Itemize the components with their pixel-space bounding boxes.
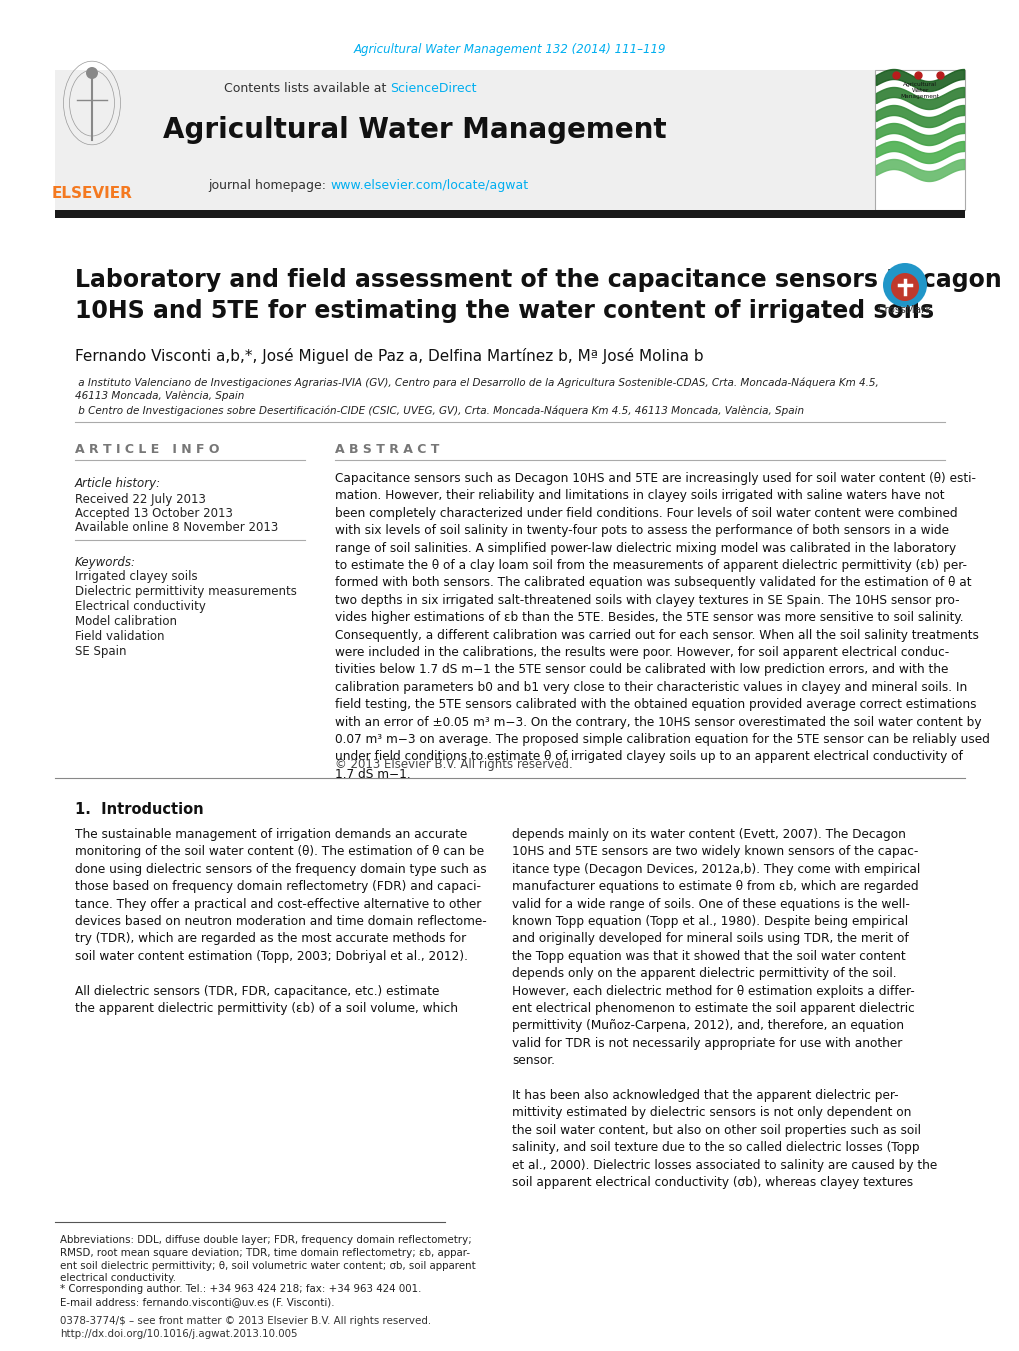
- Text: depends mainly on its water content (Evett, 2007). The Decagon
10HS and 5TE sens: depends mainly on its water content (Eve…: [512, 828, 936, 1189]
- Text: Fernando Visconti a,b,*, José Miguel de Paz a, Delfina Martínez b, Mª José Molin: Fernando Visconti a,b,*, José Miguel de …: [75, 349, 703, 363]
- Text: Agricultural Water Management 132 (2014) 111–119: Agricultural Water Management 132 (2014)…: [354, 43, 665, 57]
- Text: Abbreviations: DDL, diffuse double layer; FDR, frequency domain reflectometry;
R: Abbreviations: DDL, diffuse double layer…: [60, 1235, 475, 1283]
- Text: journal homepage:: journal homepage:: [208, 178, 330, 192]
- Text: © 2013 Elsevier B.V. All rights reserved.: © 2013 Elsevier B.V. All rights reserved…: [334, 758, 573, 771]
- Text: Article history:: Article history:: [75, 477, 161, 490]
- Bar: [55, 70, 190, 209]
- Text: Agricultural Water Management: Agricultural Water Management: [163, 116, 666, 145]
- Text: Model calibration: Model calibration: [75, 615, 177, 628]
- Text: 0378-3774/$ – see front matter © 2013 Elsevier B.V. All rights reserved.
http://: 0378-3774/$ – see front matter © 2013 El…: [60, 1316, 431, 1339]
- Text: Dielectric permittivity measurements: Dielectric permittivity measurements: [75, 585, 297, 598]
- Text: CrossMark: CrossMark: [876, 305, 931, 315]
- Bar: [874, 70, 964, 209]
- Text: Field validation: Field validation: [75, 630, 164, 643]
- Text: SE Spain: SE Spain: [75, 644, 126, 658]
- Text: A B S T R A C T: A B S T R A C T: [334, 443, 439, 457]
- Text: Contents lists available at: Contents lists available at: [223, 81, 389, 95]
- Text: Electrical conductivity: Electrical conductivity: [75, 600, 206, 613]
- Text: Available online 8 November 2013: Available online 8 November 2013: [75, 521, 278, 534]
- Text: www.elsevier.com/locate/agwat: www.elsevier.com/locate/agwat: [330, 178, 528, 192]
- Text: The sustainable management of irrigation demands an accurate
monitoring of the s: The sustainable management of irrigation…: [75, 828, 486, 1015]
- Text: a Instituto Valenciano de Investigaciones Agrarias-IVIA (GV), Centro para el Des: a Instituto Valenciano de Investigacione…: [75, 377, 878, 401]
- Bar: [55, 70, 964, 209]
- Ellipse shape: [86, 68, 98, 78]
- Text: Accepted 13 October 2013: Accepted 13 October 2013: [75, 507, 232, 520]
- Text: Received 22 July 2013: Received 22 July 2013: [75, 493, 206, 507]
- Text: ScienceDirect: ScienceDirect: [389, 81, 476, 95]
- Circle shape: [891, 273, 918, 301]
- Text: * Corresponding author. Tel.: +34 963 424 218; fax: +34 963 424 001.
E-mail addr: * Corresponding author. Tel.: +34 963 42…: [60, 1283, 421, 1306]
- Text: Irrigated clayey soils: Irrigated clayey soils: [75, 570, 198, 584]
- Text: b Centro de Investigaciones sobre Desertificación-CIDE (CSIC, UVEG, GV), Crta. M: b Centro de Investigaciones sobre Desert…: [75, 405, 803, 416]
- Circle shape: [882, 263, 926, 307]
- Text: 1.  Introduction: 1. Introduction: [75, 802, 204, 817]
- Text: Keywords:: Keywords:: [75, 557, 136, 569]
- Text: ELSEVIER: ELSEVIER: [52, 185, 132, 200]
- Text: Laboratory and field assessment of the capacitance sensors Decagon
10HS and 5TE : Laboratory and field assessment of the c…: [75, 267, 1001, 323]
- Text: A R T I C L E   I N F O: A R T I C L E I N F O: [75, 443, 219, 457]
- Text: Capacitance sensors such as Decagon 10HS and 5TE are increasingly used for soil : Capacitance sensors such as Decagon 10HS…: [334, 471, 988, 781]
- Text: Agricultural
Water
Management: Agricultural Water Management: [900, 82, 938, 100]
- Bar: [55, 209, 964, 218]
